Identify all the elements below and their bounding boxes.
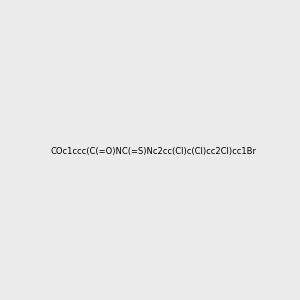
- Text: COc1ccc(C(=O)NC(=S)Nc2cc(Cl)c(Cl)cc2Cl)cc1Br: COc1ccc(C(=O)NC(=S)Nc2cc(Cl)c(Cl)cc2Cl)c…: [51, 147, 257, 156]
